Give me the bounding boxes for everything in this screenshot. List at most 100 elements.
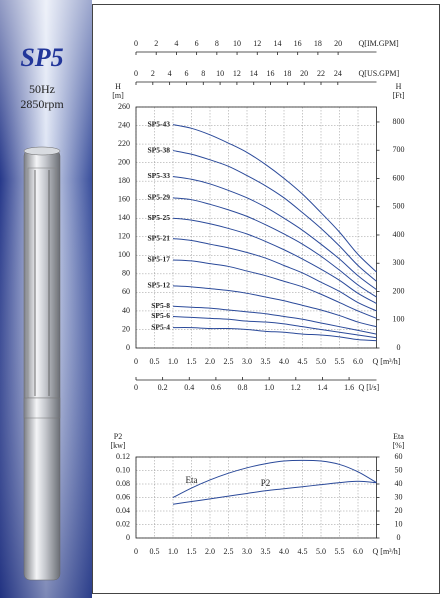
- y2-axis-unit: [Ft]: [393, 91, 405, 100]
- extra-axis-tick-label: 2: [151, 69, 155, 78]
- plot-frame: [135, 106, 377, 349]
- y-tick-label: 260: [118, 102, 130, 111]
- y2-tick-label: 0: [397, 343, 401, 352]
- extra-axis-tick-label: 16: [294, 39, 302, 48]
- y-tick-label: 220: [118, 139, 130, 148]
- y-tick-label: 0: [126, 533, 130, 542]
- y2-tick-label: 30: [395, 492, 403, 501]
- extra-axis-tick-label: 12: [233, 69, 241, 78]
- x-tick-label: 5.5: [335, 357, 345, 366]
- y-tick-label: 160: [118, 195, 130, 204]
- y2-tick-label: 200: [393, 286, 405, 295]
- extra-axis-tick-label: 18: [314, 39, 322, 48]
- series-label: SP5-33: [148, 171, 171, 180]
- speed: 2850rpm: [20, 97, 64, 111]
- series-label: SP5-8: [151, 301, 170, 310]
- curve: [172, 459, 377, 498]
- curve: [172, 305, 377, 335]
- x-tick-label: 4.5: [298, 547, 308, 556]
- y2-tick-label: 20: [395, 506, 403, 515]
- extra-axis-tick-label: 8: [201, 69, 205, 78]
- curve: [172, 176, 377, 291]
- x-tick-label: 2.0: [205, 547, 215, 556]
- extra-axis-tick-label: 1.6: [344, 383, 354, 392]
- curve: [172, 197, 377, 298]
- extra-axis-tick-label: 1.0: [264, 383, 274, 392]
- plot-frame: [135, 456, 377, 539]
- y-tick-label: 0.06: [116, 492, 130, 501]
- series-label: SP5-43: [148, 119, 171, 128]
- x-tick-label: 1.5: [187, 357, 197, 366]
- y2-tick-label: 40: [395, 479, 403, 488]
- curve: [172, 315, 377, 339]
- extra-axis-tick-label: 4: [174, 39, 178, 48]
- extra-axis-tick-label: 12: [253, 39, 261, 48]
- extra-axis-tick-label: 6: [195, 39, 199, 48]
- y-tick-label: 100: [118, 250, 130, 259]
- extra-axis-tick-label: 0: [134, 39, 138, 48]
- curve: [172, 150, 377, 282]
- extra-axis-tick-label: 1.4: [317, 383, 327, 392]
- series-label: SP5-6: [151, 311, 170, 320]
- x-tick-label: 0: [134, 357, 138, 366]
- x-tick-label: 1.0: [168, 357, 178, 366]
- x-tick-label: 5.5: [335, 547, 345, 556]
- extra-axis-tick-label: 0: [134, 383, 138, 392]
- model: SP5: [20, 43, 63, 72]
- y-tick-label: 80: [122, 269, 130, 278]
- extra-axis-tick-label: 6: [184, 69, 188, 78]
- x-tick-label: 6.0: [353, 547, 363, 556]
- x-tick-label: 3.5: [261, 547, 271, 556]
- y-tick-label: 0.12: [116, 452, 130, 461]
- extra-axis-tick-label: 10: [216, 69, 224, 78]
- curve: [172, 217, 377, 304]
- pump-image: [23, 146, 61, 581]
- extra-axis-tick-label: 4: [168, 69, 172, 78]
- x-tick-label: 5.0: [316, 547, 326, 556]
- y2-axis-unit: [%]: [393, 441, 405, 450]
- extra-axis-label: Q [l/s]: [359, 383, 380, 392]
- series-label: SP5-21: [148, 233, 171, 242]
- y2-tick-label: 500: [393, 202, 405, 211]
- y2-axis-label: H: [396, 82, 402, 91]
- y2-tick-label: 0: [397, 533, 401, 542]
- x-tick-label: 2.0: [205, 357, 215, 366]
- y-tick-label: 200: [118, 157, 130, 166]
- chart-frame: [92, 4, 440, 594]
- y-tick-label: 0: [126, 343, 130, 352]
- y-axis-unit: [m]: [112, 91, 124, 100]
- x-axis-label: Q [m³/h]: [373, 357, 401, 366]
- series-label: P2: [261, 478, 271, 488]
- x-tick-label: 4.5: [298, 357, 308, 366]
- y2-tick-label: 400: [393, 230, 405, 239]
- extra-axis-tick-label: 14: [273, 39, 281, 48]
- curve: [172, 327, 377, 342]
- curve: [172, 480, 377, 505]
- x-tick-label: 3.5: [261, 357, 271, 366]
- y2-axis-label: Eta: [393, 432, 404, 441]
- y-tick-label: 40: [122, 306, 130, 315]
- x-tick-label: 5.0: [316, 357, 326, 366]
- y-axis-label: P2: [114, 432, 122, 441]
- y-axis-label: H: [115, 82, 121, 91]
- y2-tick-label: 60: [395, 452, 403, 461]
- series-label: SP5-4: [151, 322, 170, 331]
- extra-axis-tick-label: 22: [317, 69, 325, 78]
- y-tick-label: 60: [122, 287, 130, 296]
- extra-axis-tick-label: 1.2: [291, 383, 301, 392]
- y2-tick-label: 800: [393, 117, 405, 126]
- y-tick-label: 180: [118, 176, 130, 185]
- x-tick-label: 2.5: [224, 547, 234, 556]
- y-tick-label: 0.04: [116, 506, 130, 515]
- extra-axis-tick-label: 0.2: [158, 383, 168, 392]
- y-tick-label: 140: [118, 213, 130, 222]
- x-tick-label: 3.0: [242, 547, 252, 556]
- extra-axis-tick-label: 2: [154, 39, 158, 48]
- frequency: 50Hz: [29, 82, 55, 96]
- y2-tick-label: 600: [393, 173, 405, 182]
- x-tick-label: 4.0: [279, 357, 289, 366]
- extra-axis-tick-label: 20: [300, 69, 308, 78]
- y-tick-label: 0.10: [116, 465, 130, 474]
